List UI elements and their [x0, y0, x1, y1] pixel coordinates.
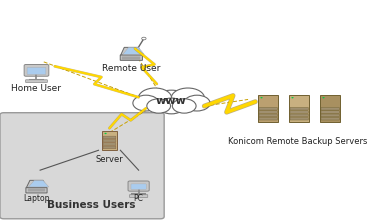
FancyBboxPatch shape [130, 195, 148, 197]
Circle shape [291, 97, 294, 98]
FancyBboxPatch shape [103, 143, 116, 145]
FancyBboxPatch shape [24, 65, 49, 76]
Circle shape [323, 97, 325, 98]
FancyBboxPatch shape [103, 136, 116, 139]
FancyBboxPatch shape [103, 139, 116, 142]
FancyBboxPatch shape [120, 55, 142, 60]
Circle shape [142, 37, 146, 40]
FancyBboxPatch shape [321, 114, 339, 117]
FancyBboxPatch shape [0, 113, 164, 219]
Text: www: www [156, 95, 187, 106]
FancyBboxPatch shape [321, 117, 339, 120]
FancyBboxPatch shape [258, 95, 279, 122]
FancyBboxPatch shape [27, 67, 46, 74]
Text: Server: Server [95, 155, 124, 164]
Circle shape [147, 99, 171, 113]
FancyBboxPatch shape [259, 114, 277, 117]
FancyBboxPatch shape [289, 95, 309, 122]
Text: Business Users: Business Users [48, 200, 136, 210]
FancyBboxPatch shape [128, 181, 149, 191]
Circle shape [133, 95, 159, 111]
FancyBboxPatch shape [321, 111, 339, 113]
Circle shape [152, 90, 190, 113]
FancyBboxPatch shape [290, 111, 308, 113]
FancyBboxPatch shape [25, 80, 48, 82]
Circle shape [173, 99, 196, 113]
FancyBboxPatch shape [26, 188, 47, 193]
Polygon shape [120, 47, 142, 55]
FancyBboxPatch shape [259, 111, 277, 113]
Polygon shape [123, 47, 144, 54]
Text: Konicom Remote Backup Servers: Konicom Remote Backup Servers [228, 137, 367, 146]
Text: Home User: Home User [11, 84, 62, 93]
FancyBboxPatch shape [290, 107, 308, 110]
FancyBboxPatch shape [290, 114, 308, 117]
FancyBboxPatch shape [259, 107, 277, 110]
FancyBboxPatch shape [131, 184, 146, 189]
Circle shape [171, 88, 204, 108]
Text: PC: PC [134, 194, 144, 204]
Circle shape [158, 98, 185, 114]
FancyBboxPatch shape [102, 131, 117, 150]
FancyBboxPatch shape [321, 107, 339, 110]
Circle shape [138, 88, 172, 108]
FancyBboxPatch shape [290, 117, 308, 120]
Circle shape [184, 95, 210, 111]
Circle shape [105, 133, 107, 134]
FancyBboxPatch shape [320, 95, 340, 122]
Text: Laptop: Laptop [23, 194, 50, 204]
FancyBboxPatch shape [259, 117, 277, 120]
Polygon shape [28, 180, 49, 187]
Text: Remote User: Remote User [102, 64, 160, 73]
FancyBboxPatch shape [103, 146, 116, 149]
Polygon shape [26, 180, 47, 188]
Circle shape [260, 97, 263, 98]
